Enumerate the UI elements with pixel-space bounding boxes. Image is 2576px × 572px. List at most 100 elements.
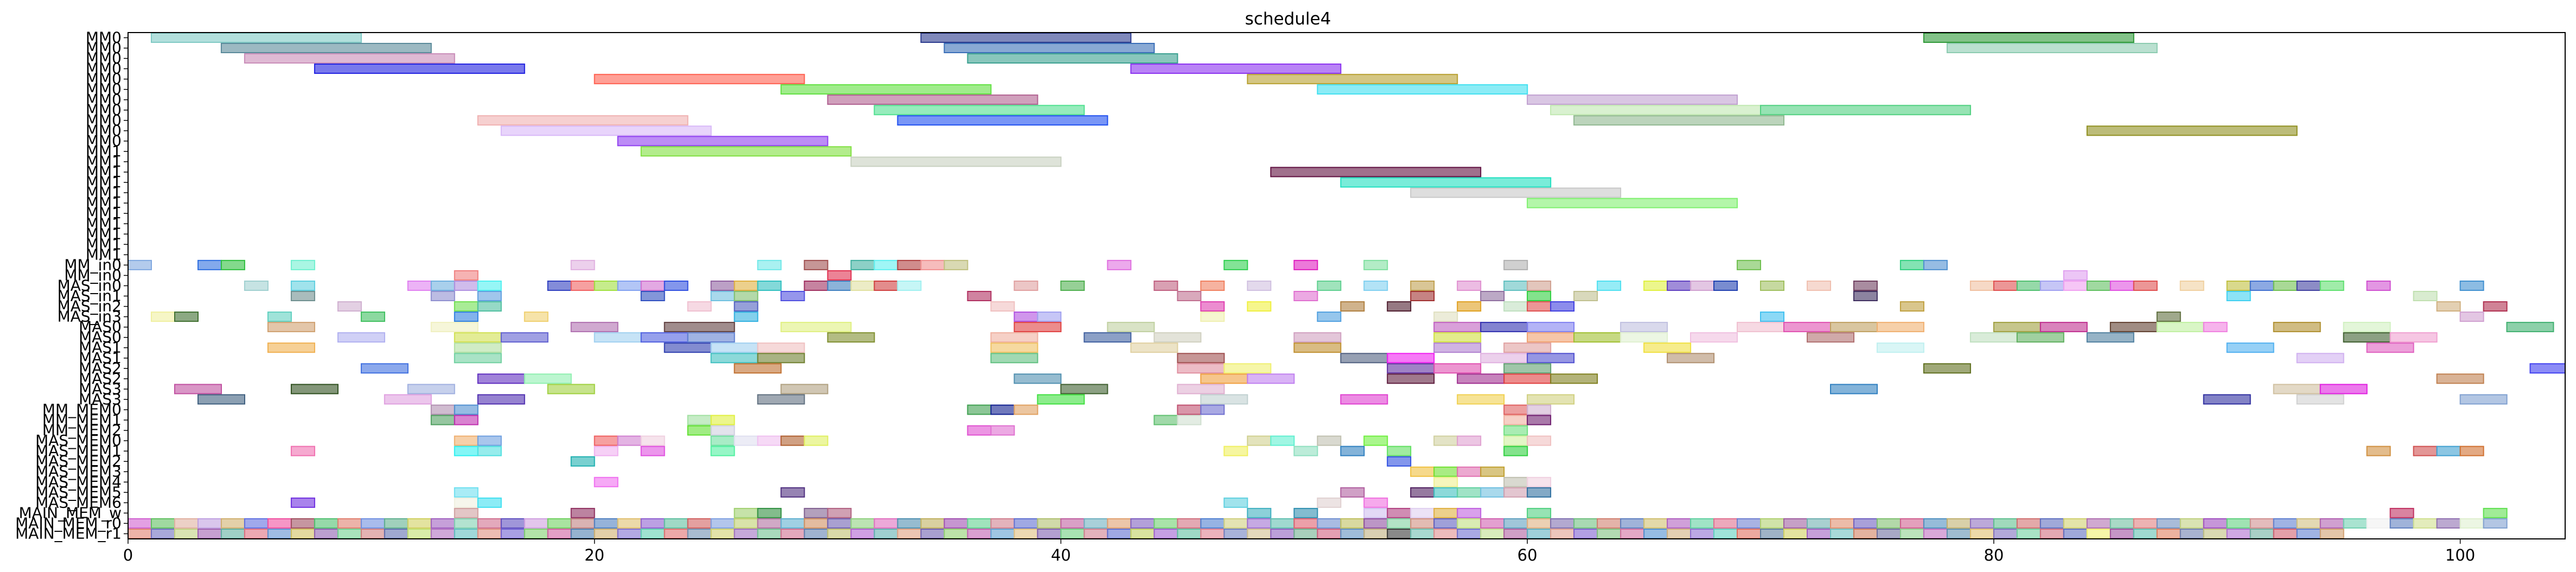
task-bar	[1130, 342, 1178, 353]
y-tick-label: MAS0	[79, 328, 122, 346]
task-bar	[967, 425, 992, 436]
task-bar	[1503, 259, 1528, 270]
task-bar	[757, 507, 782, 518]
task-bar	[640, 291, 665, 301]
task-bar	[174, 384, 222, 395]
task-bar	[1177, 384, 1225, 395]
task-bar	[477, 301, 502, 312]
task-bar	[1247, 281, 1272, 291]
task-bar	[1527, 435, 1552, 446]
task-bar	[1760, 529, 1784, 539]
task-bar	[1899, 518, 1924, 529]
task-bar	[1247, 507, 1272, 518]
task-bar	[1550, 529, 1575, 539]
task-bar	[1457, 373, 1505, 384]
task-bar	[290, 291, 315, 301]
y-tick-label: MAS1	[79, 349, 122, 367]
task-bar	[1783, 322, 1831, 333]
task-bar	[220, 43, 432, 53]
task-bar	[1480, 487, 1505, 498]
y-tick-label: MM0	[86, 29, 122, 47]
task-bar	[1760, 281, 1784, 291]
y-tick-label: MM0	[86, 122, 122, 139]
task-bar	[827, 281, 852, 291]
task-bar	[990, 301, 1015, 312]
task-bar	[1527, 332, 1575, 343]
task-bar	[2273, 281, 2298, 291]
task-bar	[244, 529, 269, 539]
task-bar	[1690, 518, 1714, 529]
task-bar	[1293, 332, 1342, 343]
task-bar	[1503, 415, 1528, 425]
task-bar	[1060, 281, 1085, 291]
task-bar	[640, 518, 665, 529]
task-bar	[1387, 446, 1412, 456]
task-bar	[2016, 332, 2064, 343]
task-bar	[1853, 291, 1878, 301]
task-bar	[1293, 291, 1318, 301]
task-bar	[2039, 322, 2088, 333]
task-bar	[500, 332, 549, 343]
task-bar	[2179, 281, 2204, 291]
task-bar	[430, 529, 455, 539]
task-bar	[2343, 518, 2368, 529]
task-bar	[1177, 363, 1225, 374]
task-bar	[640, 446, 665, 456]
task-bar	[1177, 404, 1202, 415]
task-bar	[1853, 529, 1878, 539]
task-bar	[1503, 435, 1528, 446]
task-bar	[2273, 322, 2321, 333]
task-bar	[500, 125, 712, 136]
task-bar	[1130, 63, 1342, 74]
task-bar	[1107, 529, 1132, 539]
task-bar	[290, 497, 315, 508]
task-bar	[920, 518, 945, 529]
task-bar	[2109, 529, 2134, 539]
task-bar	[1200, 281, 1225, 291]
task-bar	[1946, 43, 2158, 53]
task-bar	[1946, 529, 1971, 539]
task-bar	[2459, 312, 2484, 322]
y-tick-label: MM_MEM0	[42, 401, 122, 418]
task-bar	[1527, 322, 1575, 333]
task-bar	[897, 529, 922, 539]
x-axis-ticks: 0 20 40 60 80 100	[123, 539, 2475, 564]
task-bar	[2039, 518, 2064, 529]
task-bar	[1340, 177, 1552, 188]
task-bar	[1340, 446, 1365, 456]
task-bar	[547, 281, 572, 291]
task-bar	[804, 259, 828, 270]
task-bar	[314, 63, 525, 74]
task-bar	[1387, 373, 1435, 384]
task-bar	[2016, 529, 2041, 539]
task-bar	[1013, 518, 1038, 529]
task-bar	[1807, 518, 1831, 529]
task-bar	[2016, 518, 2041, 529]
task-bar	[1667, 281, 1692, 291]
task-bar	[454, 270, 479, 281]
task-bar	[454, 281, 479, 291]
task-bar	[2249, 529, 2274, 539]
task-bar	[850, 518, 875, 529]
task-bar	[500, 518, 525, 529]
task-bar	[734, 529, 758, 539]
task-bar	[1527, 301, 1552, 312]
task-bar	[454, 487, 479, 498]
y-tick-label: MM0	[86, 80, 122, 98]
y-tick-label: MM_MEM2	[42, 421, 122, 439]
task-bar	[1410, 507, 1435, 518]
task-bar	[1223, 497, 1248, 508]
task-bar	[1153, 518, 1178, 529]
task-bar	[2016, 281, 2041, 291]
task-bar	[734, 291, 758, 301]
task-bar	[454, 529, 479, 539]
task-bar	[804, 529, 828, 539]
task-bar	[1480, 322, 1528, 333]
task-bar	[454, 415, 479, 425]
task-bar	[1690, 529, 1714, 539]
task-bar	[127, 529, 152, 539]
task-bar	[1457, 281, 1482, 291]
task-bar	[1247, 529, 1272, 539]
task-bar	[1223, 363, 1272, 374]
task-bar	[2389, 507, 2414, 518]
